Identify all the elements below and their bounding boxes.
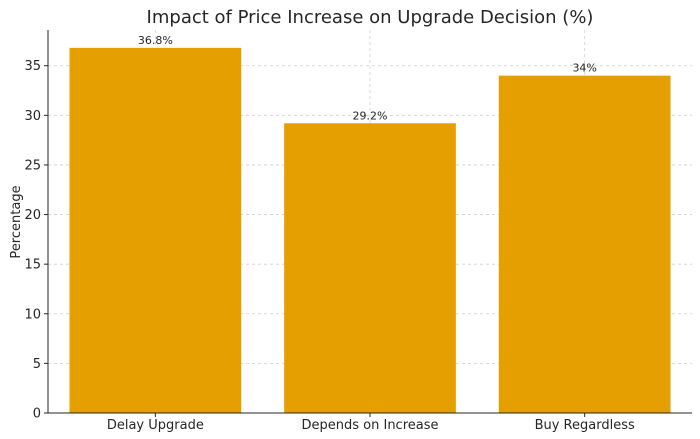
bar — [498, 75, 671, 413]
y-axis-label: Percentage — [9, 185, 24, 258]
bars — [69, 47, 671, 413]
x-tick-label: Buy Regardless — [535, 418, 635, 433]
bar-value-label: 34% — [572, 62, 596, 75]
labels: 0 5 10 15 20 25 30 35 36.8% Delay Upgrade 29.2% Dep… — [24, 34, 635, 433]
bar-value-label: 29.2% — [353, 109, 388, 122]
y-tick-label: 20 — [24, 208, 41, 223]
x-tick-label: Depends on Increase — [302, 418, 439, 433]
y-tick-label: 30 — [24, 109, 41, 124]
bar — [284, 123, 456, 413]
y-tick-label: 5 — [33, 357, 41, 372]
y-tick-label: 10 — [24, 307, 41, 322]
y-tick-label: 25 — [24, 158, 41, 173]
axes — [44, 30, 692, 417]
bar — [69, 47, 242, 413]
chart-title: Impact of Price Increase on Upgrade Deci… — [147, 7, 594, 28]
y-tick-label: 35 — [24, 59, 41, 74]
y-tick-label: 15 — [24, 258, 41, 273]
bar-value-label: 36.8% — [138, 34, 173, 47]
y-tick-label: 0 — [33, 407, 41, 422]
x-tick-label: Delay Upgrade — [107, 418, 204, 433]
